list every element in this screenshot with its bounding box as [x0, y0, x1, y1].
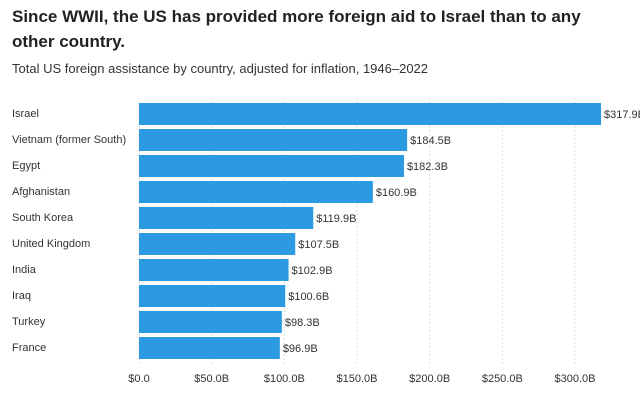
- bar: [139, 207, 314, 229]
- chart-title: Since WWII, the US has provided more for…: [12, 7, 581, 51]
- category-label: Egypt: [12, 160, 41, 172]
- category-label: Vietnam (former South): [12, 134, 127, 146]
- category-label: France: [12, 342, 47, 354]
- bar-value-label: $96.9B: [283, 343, 318, 355]
- bar: [139, 181, 373, 203]
- bar-value-label: $317.9B: [604, 109, 640, 121]
- category-label: Turkey: [12, 316, 46, 328]
- bar-value-label: $119.9B: [316, 213, 356, 225]
- bar: [139, 129, 408, 151]
- x-tick-label: $50.0B: [194, 373, 229, 385]
- bar-value-label: $160.9B: [376, 187, 417, 199]
- x-tick-label: $0.0: [128, 373, 149, 385]
- category-label: United Kingdom: [12, 238, 91, 250]
- bar-value-label: $100.6B: [288, 291, 329, 303]
- bar: [139, 337, 280, 359]
- x-tick-label: $300.0B: [555, 373, 596, 385]
- x-tick-label: $100.0B: [264, 373, 305, 385]
- bar: [139, 155, 404, 177]
- chart-subtitle: Total US foreign assistance by country, …: [12, 61, 429, 76]
- bar-value-label: $182.3B: [407, 161, 448, 173]
- bar-value-label: $107.5B: [298, 239, 339, 251]
- bar: [139, 259, 289, 281]
- category-label: Israel: [12, 108, 39, 120]
- category-label: South Korea: [12, 212, 74, 224]
- bar: [139, 285, 286, 307]
- bar: [139, 233, 296, 255]
- bar: [139, 311, 282, 333]
- x-tick-label: $150.0B: [337, 373, 378, 385]
- x-tick-label: $250.0B: [482, 373, 523, 385]
- x-tick-label: $200.0B: [409, 373, 450, 385]
- bar-value-label: $184.5B: [410, 135, 451, 147]
- bar-value-label: $102.9B: [292, 265, 333, 277]
- bar-value-label: $98.3B: [285, 317, 320, 329]
- category-label: India: [12, 264, 36, 276]
- category-label: Iraq: [12, 290, 31, 302]
- category-label: Afghanistan: [12, 186, 71, 198]
- bar: [139, 103, 602, 125]
